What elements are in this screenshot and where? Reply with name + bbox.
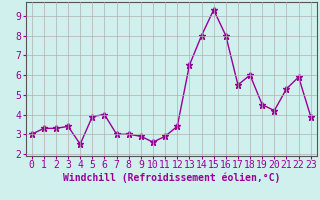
- X-axis label: Windchill (Refroidissement éolien,°C): Windchill (Refroidissement éolien,°C): [62, 173, 280, 183]
